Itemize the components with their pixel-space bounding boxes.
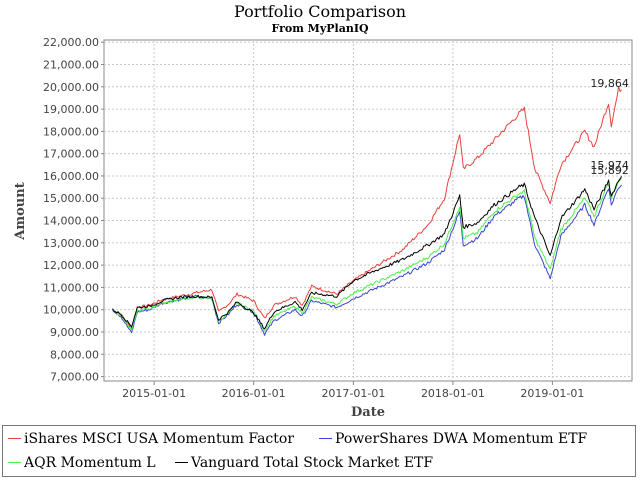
y-tick-label: 19,000.00 (43, 103, 99, 116)
end-label: 15,892 (590, 164, 629, 177)
x-axis-label: Date (351, 405, 385, 420)
x-axis: 2015-01-01 2016-01-01 2017-01-01 2018-01-01… (122, 381, 584, 400)
series-lines (112, 86, 623, 336)
legend-item-ishares: iShares MSCI USA Momentum Factor (8, 431, 294, 447)
y-axis: 7,000.00 8,000.00 9,000.00 10,000.00 11,000.… (43, 36, 104, 384)
legend-swatch-aqr (8, 461, 21, 463)
chart-subtitle: From MyPlanIQ (271, 22, 369, 35)
legend-item-aqr: AQR Momentum L (8, 455, 156, 471)
chart-title: Portfolio Comparison (234, 2, 406, 21)
legend-swatch-powershares (319, 437, 332, 439)
y-tick-label: 7,000.00 (50, 371, 99, 384)
y-axis-label: Amount (13, 182, 28, 240)
y-tick-label: 11,000.00 (43, 281, 99, 294)
legend-label-aqr: AQR Momentum L (24, 455, 156, 471)
x-tick-label: 2019-01-01 (520, 387, 584, 400)
legend-swatch-ishares (8, 437, 21, 439)
end-label: 15,974 (590, 159, 629, 172)
y-tick-label: 8,000.00 (50, 348, 99, 361)
y-tick-label: 18,000.00 (43, 125, 99, 138)
legend-label-powershares: PowerShares DWA Momentum ETF (335, 431, 588, 447)
x-tick-label: 2018-01-01 (421, 387, 485, 400)
legend-item-powershares: PowerShares DWA Momentum ETF (319, 431, 587, 447)
y-tick-label: 17,000.00 (43, 148, 99, 161)
y-tick-label: 9,000.00 (50, 326, 99, 339)
y-tick-label: 13,000.00 (43, 237, 99, 250)
series-line-3 (112, 176, 623, 330)
legend-item-vanguard: Vanguard Total Stock Market ETF (175, 455, 433, 471)
x-tick-label: 2015-01-01 (122, 387, 186, 400)
plot-area (103, 39, 633, 382)
y-tick-label: 16,000.00 (43, 170, 99, 183)
legend-label-ishares: iShares MSCI USA Momentum Factor (24, 431, 295, 447)
y-tick-label: 21,000.00 (43, 59, 99, 72)
y-tick-label: 10,000.00 (43, 304, 99, 317)
y-tick-label: 12,000.00 (43, 259, 99, 272)
y-tick-label: 20,000.00 (43, 81, 99, 94)
x-tick-label: 2016-01-01 (222, 387, 286, 400)
end-label: 19,864 (590, 77, 629, 90)
y-tick-label: 14,000.00 (43, 215, 99, 228)
legend: iShares MSCI USA Momentum Factor PowerSh… (2, 425, 636, 477)
x-tick-label: 2017-01-01 (321, 387, 385, 400)
legend-swatch-vanguard (175, 461, 188, 463)
legend-label-vanguard: Vanguard Total Stock Market ETF (191, 455, 434, 471)
y-tick-label: 22,000.00 (43, 36, 99, 49)
y-tick-label: 15,000.00 (43, 192, 99, 205)
series-line-0 (112, 86, 622, 330)
